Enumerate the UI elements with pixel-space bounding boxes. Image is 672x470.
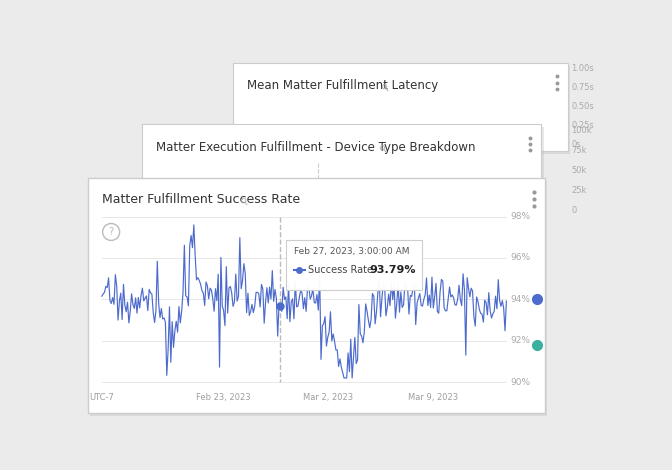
Text: ⚲: ⚲: [378, 142, 390, 155]
Text: UTC-7: UTC-7: [89, 393, 114, 402]
Text: 1.00s: 1.00s: [571, 64, 594, 73]
FancyBboxPatch shape: [235, 66, 570, 154]
FancyBboxPatch shape: [90, 181, 548, 416]
Text: Mar 9, 2023: Mar 9, 2023: [409, 393, 458, 402]
Text: ?: ?: [109, 227, 114, 237]
FancyBboxPatch shape: [286, 240, 421, 290]
Text: 0: 0: [571, 206, 577, 215]
Text: 50k: 50k: [571, 166, 587, 175]
FancyBboxPatch shape: [142, 124, 541, 217]
Text: 93.79%: 93.79%: [369, 266, 415, 275]
FancyBboxPatch shape: [88, 178, 545, 413]
Text: Feb 23, 2023: Feb 23, 2023: [196, 393, 251, 402]
Text: 90%: 90%: [510, 377, 530, 387]
Text: ⚲: ⚲: [379, 81, 391, 93]
Text: Mar 2, 2023: Mar 2, 2023: [303, 393, 353, 402]
Text: Success Rate: Success Rate: [308, 266, 373, 275]
Text: 92%: 92%: [510, 336, 530, 345]
Text: 75k: 75k: [571, 146, 587, 155]
Text: ⚲: ⚲: [239, 195, 251, 208]
Text: Matter Execution Fulfillment - Device Type Breakdown: Matter Execution Fulfillment - Device Ty…: [156, 141, 476, 154]
FancyBboxPatch shape: [144, 127, 544, 219]
Text: 0.25s: 0.25s: [571, 121, 594, 130]
Text: 98%: 98%: [510, 212, 530, 221]
Text: 96%: 96%: [510, 253, 530, 262]
Text: 25k: 25k: [571, 186, 587, 195]
Text: Matter Fulfillment Success Rate: Matter Fulfillment Success Rate: [102, 194, 300, 206]
Text: Feb 27, 2023, 3:00:00 AM: Feb 27, 2023, 3:00:00 AM: [294, 247, 409, 256]
Text: 0s: 0s: [571, 141, 581, 149]
Text: 0.50s: 0.50s: [571, 102, 594, 111]
Text: 94%: 94%: [510, 295, 530, 304]
Text: Mean Matter Fulfillment Latency: Mean Matter Fulfillment Latency: [247, 79, 438, 93]
Text: 0.75s: 0.75s: [571, 83, 594, 92]
FancyBboxPatch shape: [233, 63, 568, 151]
Text: 100k: 100k: [571, 126, 592, 135]
